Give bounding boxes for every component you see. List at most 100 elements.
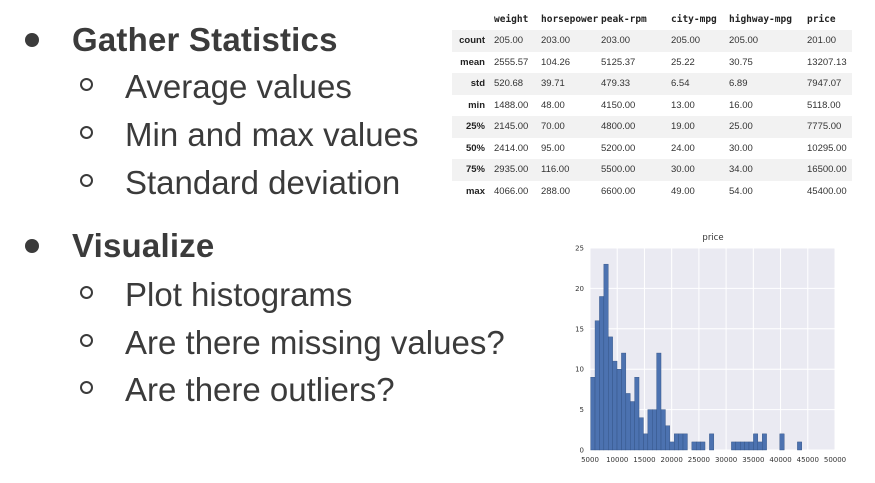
histogram-bar bbox=[656, 352, 662, 451]
table-cell: 2555.57 bbox=[494, 56, 529, 68]
table-cell: 5118.00 bbox=[807, 99, 841, 111]
hollow-bullet-icon bbox=[80, 334, 93, 347]
table-cell: 2414.00 bbox=[494, 142, 529, 154]
x-tick-label: 5000 bbox=[581, 456, 599, 464]
table-cell: 7947.07 bbox=[807, 78, 842, 90]
table-row: min 1488.00 48.00 4150.00 13.00 16.00 51… bbox=[452, 95, 852, 117]
price-histogram: price 0 5 10 15 20 25 5000 10000 15000 20000 2500… bbox=[575, 233, 846, 464]
x-tick-label: 50000 bbox=[824, 456, 846, 464]
x-tick-label: 25000 bbox=[688, 456, 710, 464]
table-cell: 520.68 bbox=[494, 78, 524, 90]
table-cell: 479.33 bbox=[601, 78, 631, 90]
table-cell: 24.00 bbox=[671, 142, 695, 154]
y-tick-label: 0 bbox=[580, 447, 584, 455]
table-cell: 4150.00 bbox=[601, 99, 636, 111]
table-cell: 2145.00 bbox=[494, 121, 529, 133]
table-row: 25% 2145.00 70.00 4800.00 19.00 25.00 77… bbox=[452, 116, 852, 138]
table-cell: 5500.00 bbox=[601, 164, 636, 176]
table-cell: 34.00 bbox=[729, 164, 753, 176]
table-cell: 7775.00 bbox=[807, 121, 842, 133]
sub-bullet-plot-histograms: Plot histograms bbox=[0, 271, 560, 319]
x-tick-label: 30000 bbox=[715, 456, 737, 464]
sub-bullet-average-values: Average values bbox=[0, 63, 560, 111]
table-cell: 16.00 bbox=[729, 99, 753, 111]
y-tick-label: 15 bbox=[575, 325, 584, 333]
sub-bullet-text: Min and max values bbox=[125, 116, 419, 153]
sub-bullet-text: Are there missing values? bbox=[125, 324, 505, 361]
hollow-bullet-icon bbox=[80, 78, 93, 91]
bullet-heading: Gather Statistics bbox=[72, 21, 338, 58]
histogram-bar bbox=[590, 377, 596, 451]
statistics-table: weight horsepower peak-rpm city-mpg high… bbox=[452, 8, 852, 202]
table-cell: 13.00 bbox=[671, 99, 695, 111]
sub-bullet-text: Standard deviation bbox=[125, 164, 401, 201]
histogram-bar bbox=[603, 263, 609, 451]
histogram-bar bbox=[630, 401, 635, 451]
table-cell: 25.00 bbox=[729, 121, 753, 133]
sub-bullet-outliers: Are there outliers? bbox=[0, 366, 560, 414]
y-tick-label: 25 bbox=[575, 245, 584, 253]
histogram-bar bbox=[625, 393, 631, 451]
hollow-bullet-icon bbox=[80, 286, 93, 299]
column-header: weight bbox=[494, 13, 529, 25]
histogram-bar bbox=[669, 441, 675, 451]
table-cell: 205.00 bbox=[494, 35, 524, 47]
sub-bullet-text: Average values bbox=[125, 68, 352, 105]
table-cell: 48.00 bbox=[541, 99, 565, 111]
histogram-bar bbox=[762, 433, 767, 451]
histogram-bar bbox=[665, 425, 671, 451]
row-label: 50% bbox=[465, 142, 485, 154]
table-header-row: weight horsepower peak-rpm city-mpg high… bbox=[452, 8, 852, 30]
table-cell: 19.00 bbox=[671, 121, 695, 133]
table-cell: 5200.00 bbox=[601, 142, 636, 154]
table-cell: 45400.00 bbox=[807, 185, 847, 197]
histogram-bar bbox=[599, 296, 605, 451]
histogram-bar bbox=[621, 352, 627, 451]
sub-bullet-text: Are there outliers? bbox=[125, 371, 395, 408]
histogram-bar bbox=[748, 441, 754, 451]
y-axis-ticks: 0 5 10 15 20 25 bbox=[575, 245, 584, 455]
histogram-bar bbox=[797, 441, 802, 451]
table-row: count 205.00 203.00 203.00 205.00 205.00… bbox=[452, 30, 852, 52]
bullet-visualize: Visualize bbox=[0, 222, 560, 270]
x-tick-label: 20000 bbox=[661, 456, 683, 464]
table-cell: 30.00 bbox=[671, 164, 695, 176]
histogram-bar bbox=[753, 433, 759, 451]
histogram-bar bbox=[682, 433, 688, 451]
table-cell: 203.00 bbox=[601, 35, 631, 47]
sub-bullet-text: Plot histograms bbox=[125, 276, 353, 313]
x-tick-label: 10000 bbox=[606, 456, 628, 464]
table-cell: 39.71 bbox=[541, 78, 565, 90]
histogram-bar bbox=[740, 441, 745, 451]
column-header: horsepower bbox=[541, 13, 599, 25]
table-cell: 30.75 bbox=[729, 56, 753, 68]
bullet-heading: Visualize bbox=[72, 227, 215, 264]
histogram-bar bbox=[612, 360, 618, 451]
histogram-bar bbox=[634, 377, 640, 451]
histogram-bar bbox=[744, 441, 750, 451]
histogram-bar bbox=[731, 441, 737, 451]
histogram-bar bbox=[678, 433, 684, 451]
filled-bullet-icon bbox=[25, 239, 39, 253]
row-label: mean bbox=[460, 56, 485, 68]
histogram-bar bbox=[674, 433, 679, 451]
x-tick-label: 15000 bbox=[633, 456, 655, 464]
histogram-bar bbox=[696, 441, 701, 451]
table-row: std 520.68 39.71 479.33 6.54 6.89 7947.0… bbox=[452, 73, 852, 95]
x-axis-ticks: 5000 10000 15000 20000 25000 30000 35000 40000 4… bbox=[581, 456, 846, 464]
table-row: 75% 2935.00 116.00 5500.00 30.00 34.00 1… bbox=[452, 159, 852, 181]
row-label: 75% bbox=[465, 164, 485, 176]
table-cell: 16500.00 bbox=[807, 164, 847, 176]
table-cell: 116.00 bbox=[541, 164, 570, 176]
table-cell: 70.00 bbox=[541, 121, 565, 133]
table-row: max 4066.00 288.00 6600.00 49.00 54.00 4… bbox=[452, 181, 852, 203]
table-cell: 104.26 bbox=[541, 56, 571, 68]
histogram-bar bbox=[779, 433, 785, 451]
table-cell: 203.00 bbox=[541, 35, 571, 47]
chart-title: price bbox=[702, 233, 723, 243]
table-cell: 49.00 bbox=[671, 185, 695, 197]
y-tick-label: 5 bbox=[580, 406, 584, 414]
table-cell: 13207.13 bbox=[807, 56, 847, 68]
histogram-bar bbox=[652, 409, 657, 451]
x-tick-label: 45000 bbox=[797, 456, 819, 464]
